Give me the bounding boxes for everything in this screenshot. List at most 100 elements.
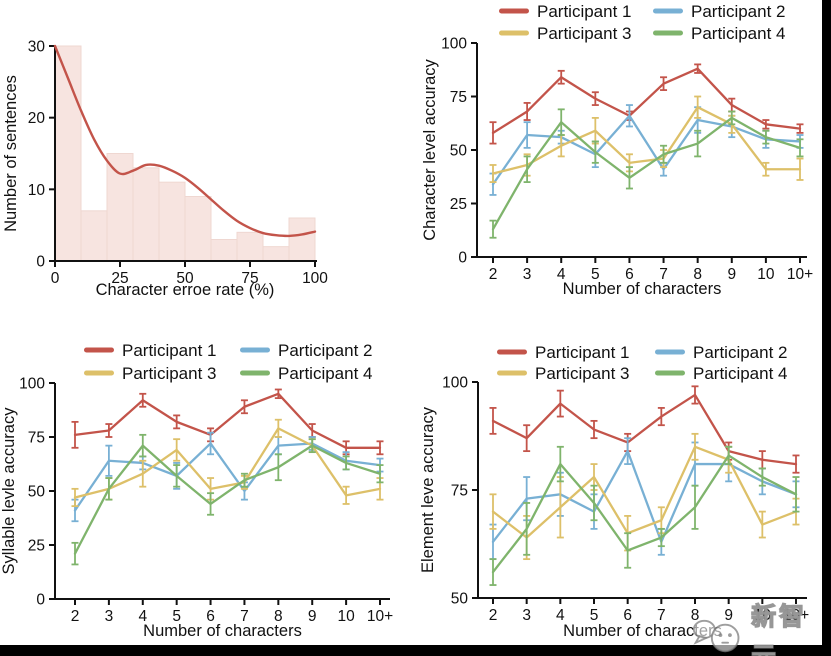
series-line-participant-3 [73,427,382,499]
x-tick-label: 4 [556,607,565,624]
hist-bar [106,153,134,262]
y-tick-label: 50 [28,484,46,501]
x-tick-label: 9 [727,266,736,283]
hist-bar [236,231,264,262]
x-tick-label: 10+ [783,607,809,624]
x-axis-title: Number of characters [563,622,722,640]
series-line-participant-3 [491,445,798,539]
axes-spine [476,43,807,258]
x-tick-label: 5 [172,608,181,625]
x-tick-label: 25 [111,270,128,287]
panel-element-accuracy: 50 75 100 2 3 4 5 6 7 8 9 10 10+ Number of characters… [415,330,822,645]
watermark-logo-icon [692,619,740,653]
y-tick-label: 75 [451,483,468,500]
panel-syllable-accuracy: 0 25 50 75 100 2 3 4 5 6 7 8 9 10 10+ Number of charact… [0,330,415,645]
series-line-participant-1 [491,393,798,466]
hist-bar [158,181,186,262]
x-tick-label: 5 [591,266,600,283]
y-tick-label: 25 [28,538,45,555]
y-tick-label: 75 [28,430,45,447]
series-participant-4 [489,445,800,586]
x-tick-label: 2 [71,608,80,625]
x-axis-title: Character erroe rate (%) [96,281,275,299]
character-accuracy-chart: 0 25 50 75 100 2 3 4 5 6 7 8 9 10 10+ Number of charact… [421,2,813,298]
watermark: 新智元 [690,597,831,656]
y-tick-label: 25 [450,196,467,213]
legend-label-participant-2: Participant 2 [278,341,373,360]
series-line-participant-1 [491,67,802,135]
x-tick-label: 10+ [367,608,393,625]
hist-bar [80,210,108,262]
legend-label-participant-1: Participant 1 [535,343,630,362]
y-tick-label: 100 [442,375,468,392]
legend-label-participant-3: Participant 3 [535,364,630,383]
x-tick-label: 10+ [787,266,813,283]
x-tick-label: 6 [625,266,634,283]
x-tick-label: 10 [754,607,772,624]
series-line-participant-2 [491,114,802,186]
y-tick-label: 100 [441,36,467,53]
series-line-participant-1 [73,392,382,449]
y-tick-label: 0 [458,250,467,267]
x-tick-label: 50 [176,270,194,287]
legend-label-participant-1: Participant 1 [122,341,217,360]
x-tick-label: 7 [657,607,666,624]
hist-bar [262,246,290,262]
x-tick-label: 8 [274,608,283,625]
legend-label-participant-3: Participant 3 [122,364,217,383]
series-line-participant-4 [73,444,382,555]
bottom-border-bar [0,645,831,656]
hist-bar [54,45,82,262]
legend-label-participant-4: Participant 4 [691,24,786,43]
x-tick-label: 6 [623,607,632,624]
x-tick-label: 0 [51,270,60,287]
series-participant-4 [71,433,384,566]
x-tick-label: 8 [691,607,700,624]
right-border-bar [822,0,831,656]
x-tick-label: 100 [302,270,328,287]
series-participant-3 [489,95,804,184]
x-tick-label: 3 [105,608,114,625]
legend-label-participant-3: Participant 3 [537,24,632,43]
y-tick-label: 20 [28,110,46,127]
x-tick-label: 7 [240,608,249,625]
y-axis-title: Syllable levle accuracy [0,407,18,575]
x-tick-label: 4 [557,266,566,283]
x-tick-label: 5 [590,607,599,624]
legend-swatch-participant-4 [653,30,683,36]
x-tick-label: 4 [138,608,147,625]
legend-label-participant-2: Participant 2 [693,343,788,362]
legend-swatch-participant-2 [240,347,270,353]
element-accuracy-chart: 50 75 100 2 3 4 5 6 7 8 9 10 10+ Number of characters… [419,343,809,640]
hist-bar [210,239,238,262]
syllable-accuracy-chart: 0 25 50 75 100 2 3 4 5 6 7 8 9 10 10+ Number of charact… [0,341,393,640]
y-tick-label: 0 [36,592,45,609]
y-tick-label: 30 [28,39,46,56]
legend-swatch-participant-3 [84,370,114,376]
x-axis-title: Number of characters [143,622,302,640]
series-line-participant-4 [491,116,802,231]
hist-bar [132,167,160,262]
x-tick-label: 2 [489,266,498,283]
y-tick-label: 50 [451,591,469,608]
y-axis-title: Number of sentences [2,75,20,232]
y-tick-label: 0 [36,254,45,271]
legend-label-participant-4: Participant 4 [693,364,788,383]
y-tick-label: 75 [450,89,467,106]
x-tick-label: 10 [757,266,775,283]
legend-swatch-participant-3 [497,370,527,376]
panel-cer-histogram: 0 10 20 30 0 25 50 75 100 Character erroe rate (%… [0,0,415,330]
series-participant-4 [489,108,804,239]
y-axis-title: Character level accuracy [421,58,439,240]
series-participant-1 [489,385,800,474]
legend-label-participant-4: Participant 4 [278,364,373,383]
x-tick-label: 8 [693,266,702,283]
x-tick-label: 2 [489,607,498,624]
legend-swatch-participant-3 [499,30,529,36]
watermark-text: 新智元 [750,601,808,656]
y-tick-label: 10 [28,182,46,199]
x-tick-label: 9 [724,607,733,624]
legend-swatch-participant-2 [653,8,683,14]
legend-swatch-participant-4 [240,370,270,376]
legend-swatch-participant-2 [655,349,685,355]
